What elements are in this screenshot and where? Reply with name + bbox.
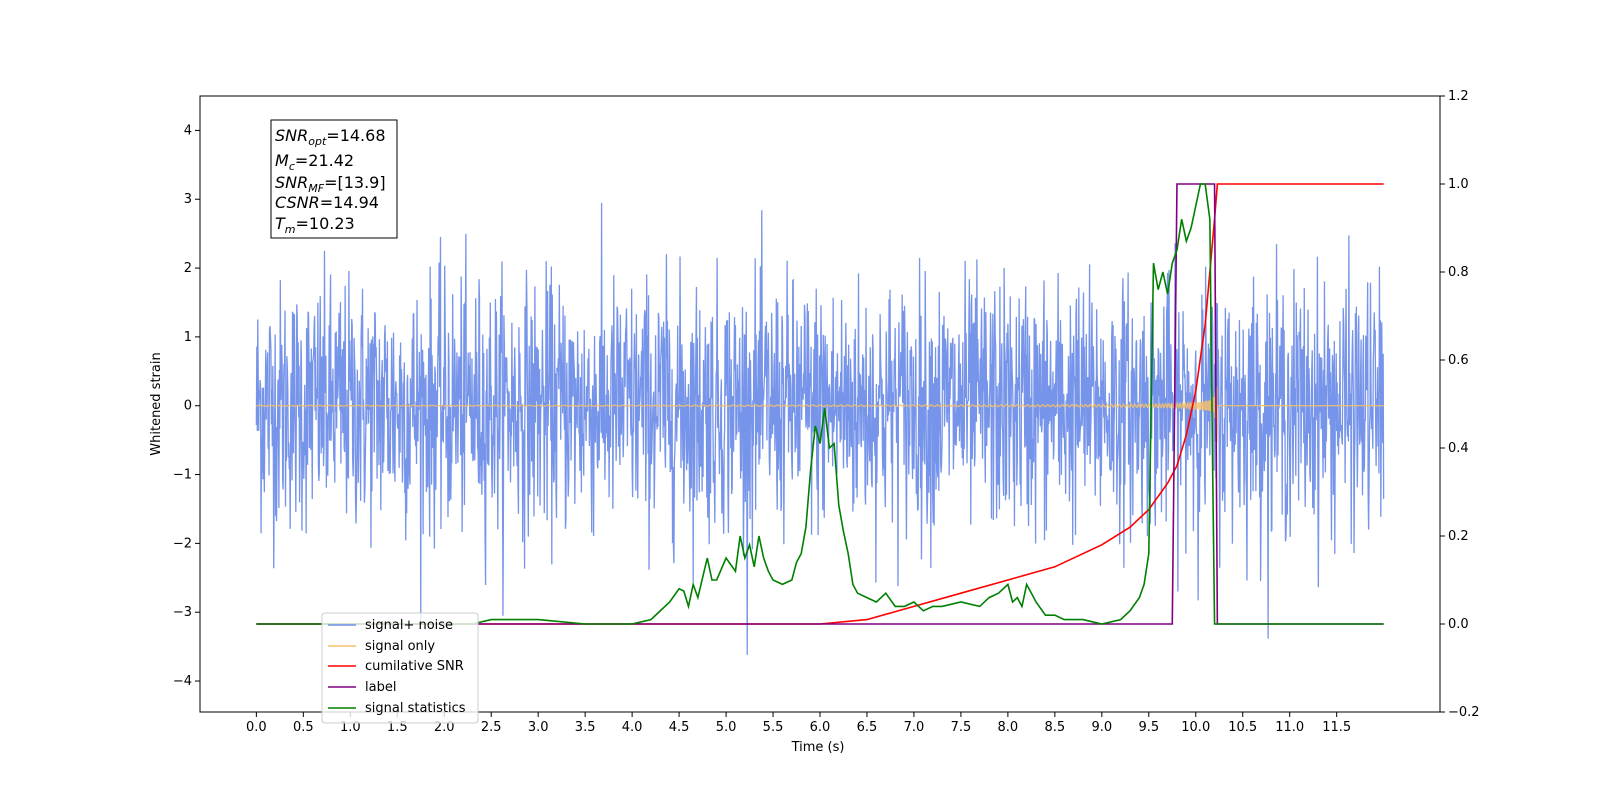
legend-item-label: label (328, 680, 396, 695)
stat-csnr: CSNR=14.94 (275, 193, 379, 212)
svg-text:signal+ noise: signal+ noise (365, 618, 453, 633)
x-tick-label: 6.0 (810, 720, 831, 735)
series-signal-only (256, 387, 1384, 443)
x-tick-label: 10.5 (1228, 720, 1257, 735)
y-right-tick-label: 0.0 (1448, 617, 1469, 632)
x-tick-label: 4.0 (622, 720, 643, 735)
y-left-tick-label: 4 (184, 123, 192, 138)
y-right-tick-label: 0.6 (1448, 353, 1469, 368)
x-tick-label: 5.0 (716, 720, 737, 735)
svg-text:signal only: signal only (365, 639, 435, 654)
legend-item-cumulative-snr: cumilative SNR (328, 659, 464, 674)
stat-snr-opt: SNRopt=14.68 (275, 126, 386, 148)
x-tick-label: 11.5 (1322, 720, 1351, 735)
x-tick-label: 10.0 (1181, 720, 1210, 735)
svg-text:signal statistics: signal statistics (365, 701, 466, 716)
y-left-tick-label: −2 (173, 536, 192, 551)
y-right-tick-label: 0.4 (1448, 441, 1469, 456)
y-left-tick-label: 0 (184, 399, 192, 414)
x-tick-label: 7.5 (951, 720, 972, 735)
legend-item-signal-statistics: signal statistics (328, 701, 466, 716)
stat-snr-mf: SNRMF=[13.9] (275, 173, 386, 195)
x-tick-label: 4.5 (669, 720, 690, 735)
x-tick-label: 8.0 (998, 720, 1019, 735)
x-tick-label: 3.0 (528, 720, 549, 735)
series-signal-statistics (256, 183, 1384, 625)
y-right-tick-label: 1.0 (1448, 177, 1469, 192)
x-tick-label: 8.5 (1045, 720, 1066, 735)
y-right-tick-label: 0.2 (1448, 529, 1469, 544)
x-tick-label: 3.5 (575, 720, 596, 735)
svg-text:label: label (365, 680, 396, 695)
x-tick-label: 2.0 (434, 720, 455, 735)
x-tick-label: 9.5 (1138, 720, 1159, 735)
x-tick-label: 5.5 (763, 720, 784, 735)
legend: signal+ noise signal only cumilative SNR… (321, 612, 479, 724)
x-tick-label: 0.0 (246, 720, 267, 735)
y-right-tick-label: 1.2 (1448, 89, 1469, 104)
y-right-tick-label: 0.8 (1448, 265, 1469, 280)
y-right-tick-label: −0.2 (1448, 705, 1480, 720)
y-left-tick-label: 2 (184, 261, 192, 276)
y-axis-left: 4 3 2 1 0 −1 −2 −3 −4 (173, 123, 200, 689)
y-left-tick-label: −4 (173, 674, 192, 689)
x-tick-label: 6.5 (857, 720, 878, 735)
x-tick-label: 1.5 (387, 720, 408, 735)
y-left-tick-label: −3 (173, 605, 192, 620)
x-tick-label: 7.0 (904, 720, 925, 735)
x-tick-label: 11.0 (1275, 720, 1304, 735)
x-axis: 0.0 0.5 1.0 1.5 2.0 2.5 3.0 3.5 4.0 4.5 5.0 5.5 6.0 6… (246, 712, 1351, 735)
stats-box: SNRopt=14.68 Mc=21.42 SNRMF=[13.9] CSNR=… (270, 119, 398, 239)
legend-item-signal-only: signal only (328, 639, 435, 654)
data-layer (255, 183, 1385, 655)
y-left-tick-label: 1 (184, 330, 192, 345)
svg-text:cumilative SNR: cumilative SNR (365, 659, 464, 674)
stat-mc: Mc=21.42 (275, 151, 354, 173)
x-axis-label: Time (s) (791, 740, 845, 755)
legend-item-signal-noise: signal+ noise (328, 618, 453, 633)
x-tick-label: 0.5 (293, 720, 314, 735)
y-left-tick-label: 3 (184, 192, 192, 207)
x-tick-label: 9.0 (1091, 720, 1112, 735)
y-axis-right: 1.2 1.0 0.8 0.6 0.4 0.2 0.0 −0.2 (1440, 89, 1480, 720)
stat-tm: Tm=10.23 (275, 214, 355, 236)
x-tick-label: 1.0 (340, 720, 361, 735)
y-left-tick-label: −1 (173, 468, 192, 483)
y-axis-label: Whitened strain (149, 352, 164, 455)
x-tick-label: 2.5 (481, 720, 502, 735)
